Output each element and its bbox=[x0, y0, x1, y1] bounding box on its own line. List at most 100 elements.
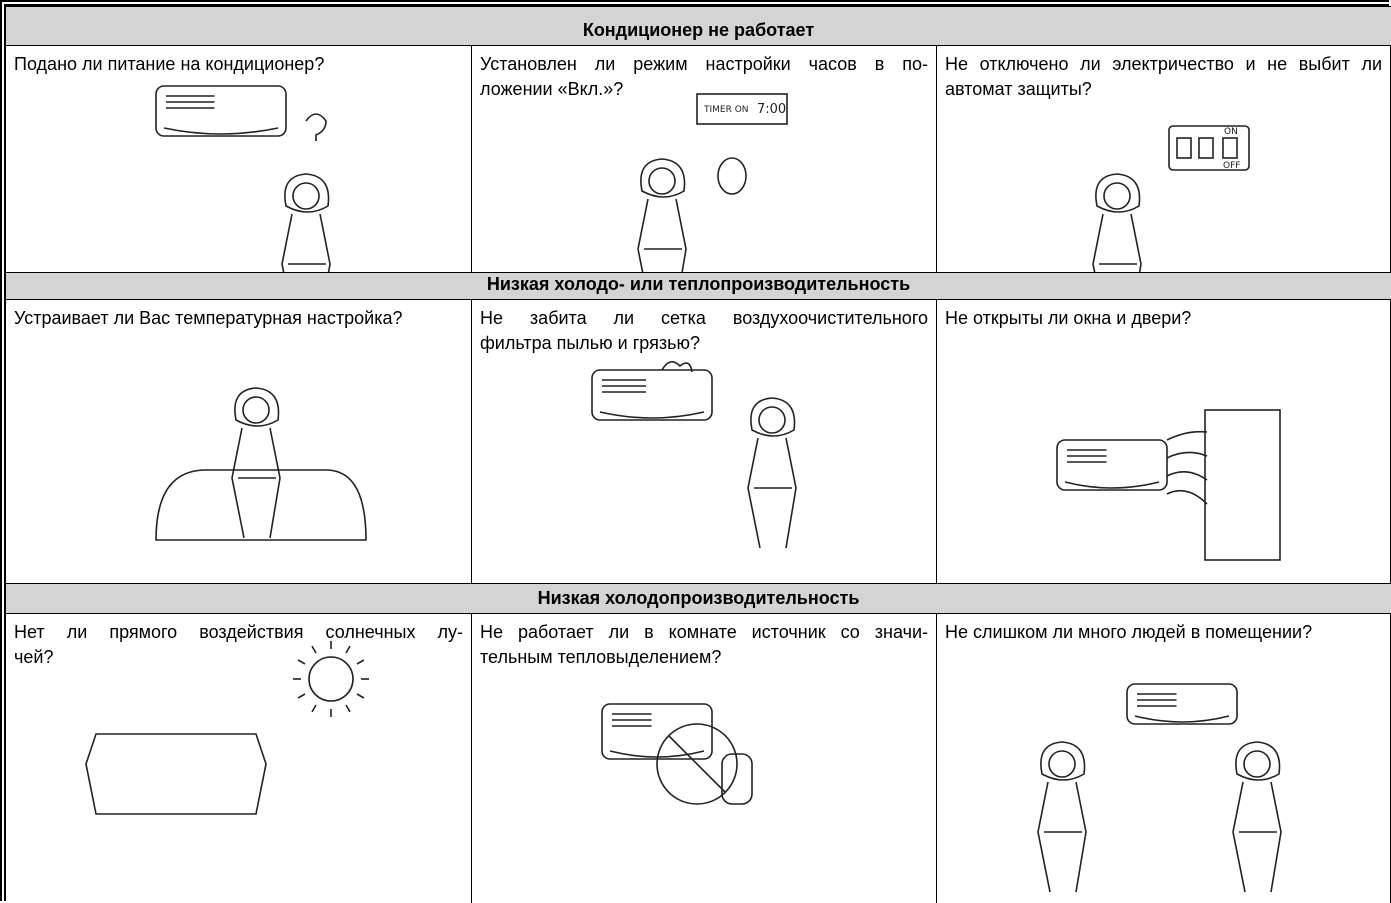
text-line: Не отключено ли электричество и не выбит… bbox=[945, 54, 1382, 74]
table-cell: Подано ли питание на кондиционер? bbox=[6, 46, 472, 272]
illustration bbox=[1037, 683, 1282, 893]
face bbox=[648, 167, 676, 195]
wind bbox=[1166, 430, 1208, 441]
ray bbox=[356, 659, 365, 665]
section-header: Кондиционер не работает bbox=[6, 6, 1391, 46]
switch-on: ON bbox=[1224, 127, 1238, 137]
illustration bbox=[155, 85, 331, 272]
section-header: Низкая холодо- или теплопроизводительнос… bbox=[6, 272, 1391, 300]
ac-vent bbox=[1134, 715, 1230, 723]
ray bbox=[356, 693, 365, 699]
ac-unit bbox=[155, 85, 287, 137]
cell-text: Не отключено ли электричество и не выбит… bbox=[945, 52, 1382, 102]
wind bbox=[1166, 489, 1208, 505]
face bbox=[1048, 750, 1076, 778]
sofa bbox=[155, 469, 367, 541]
face bbox=[1103, 182, 1131, 210]
ac-unit bbox=[1126, 683, 1238, 725]
text-line: автомат защиты? bbox=[945, 79, 1092, 99]
no-sign bbox=[668, 735, 726, 793]
ac-unit bbox=[591, 369, 713, 421]
hair bbox=[234, 387, 280, 427]
body bbox=[1092, 213, 1142, 272]
fan bbox=[717, 157, 747, 195]
switch bbox=[1176, 137, 1192, 159]
ray bbox=[345, 704, 351, 713]
body bbox=[747, 437, 797, 549]
switch-off: OFF bbox=[1223, 161, 1240, 171]
cell-text: Подано ли питание на кондиционер? bbox=[14, 52, 463, 77]
text-line: Устраивает ли Вас температурная настройк… bbox=[14, 308, 403, 328]
timer-display bbox=[696, 93, 788, 125]
text-line: Не работает ли в комнате источник со зна… bbox=[480, 622, 928, 642]
body bbox=[1232, 781, 1282, 893]
text-line: Не слишком ли много людей в помещении? bbox=[945, 622, 1313, 642]
text-line: тельным тепловыделением? bbox=[480, 647, 722, 667]
table-cell: Устраивает ли Вас температурная настройк… bbox=[6, 300, 472, 583]
text-line: чей? bbox=[14, 647, 54, 667]
switch-panel bbox=[1168, 125, 1250, 171]
text-line: Нет ли прямого воздействия солнечных лу- bbox=[14, 622, 463, 642]
body bbox=[1037, 781, 1087, 893]
table-cell: TIMER ON 7:00 Установлен ли режим настройк… bbox=[472, 46, 937, 272]
cell-text: Не слишком ли много людей в помещении? bbox=[945, 620, 1382, 645]
ac-vent bbox=[599, 411, 705, 419]
question bbox=[305, 113, 327, 141]
face bbox=[242, 396, 270, 424]
text-line: Не открыты ли окна и двери? bbox=[945, 308, 1192, 328]
switch bbox=[1222, 137, 1238, 159]
text-line: Не забита ли сетка воздухоочистительного bbox=[480, 308, 928, 328]
hair bbox=[640, 158, 686, 198]
body bbox=[281, 213, 331, 272]
ray bbox=[345, 645, 351, 654]
table-cell: ON OFF Не отключено ли электричество и не … bbox=[937, 46, 1391, 272]
table-cell: Не забита ли сетка воздухоочистительного… bbox=[472, 300, 937, 583]
cell-text: Не открыты ли окна и двери? bbox=[945, 306, 1382, 331]
hair bbox=[1235, 741, 1281, 781]
ray bbox=[297, 659, 306, 665]
ac-unit bbox=[85, 733, 267, 815]
no-sign bbox=[656, 723, 738, 805]
illustration: TIMER ON 7:00 bbox=[637, 93, 788, 272]
section-header: Низкая холодопроизводительность bbox=[6, 583, 1391, 614]
illustration bbox=[591, 361, 797, 549]
face bbox=[292, 182, 320, 210]
hair bbox=[1095, 173, 1141, 213]
wind bbox=[1166, 471, 1208, 481]
switch bbox=[1198, 137, 1214, 159]
ac-vent bbox=[1064, 481, 1160, 489]
table-cell: Не открыты ли окна и двери? bbox=[937, 300, 1391, 583]
illustration: ON OFF bbox=[1092, 125, 1250, 272]
ray bbox=[311, 704, 317, 713]
cell-text: Не работает ли в комнате источник со зна… bbox=[480, 620, 928, 670]
timer-time: 7:00 bbox=[757, 102, 786, 117]
cell-text: Нет ли прямого воздействия солнечных лу-… bbox=[14, 620, 463, 670]
table-cell: Не работает ли в комнате источник со зна… bbox=[472, 614, 937, 903]
heater bbox=[721, 753, 753, 805]
ac-vent bbox=[163, 127, 279, 135]
text-line: Подано ли питание на кондиционер? bbox=[14, 54, 325, 74]
timer-label: TIMER ON bbox=[703, 105, 749, 115]
hair bbox=[750, 397, 796, 437]
wind bbox=[1166, 451, 1208, 459]
text-line: фильтра пылью и грязью? bbox=[480, 333, 700, 353]
ac-unit bbox=[1056, 439, 1168, 491]
table-cell: Нет ли прямого воздействия солнечных лу-… bbox=[6, 614, 472, 903]
face bbox=[758, 406, 786, 434]
cell-text: Устраивает ли Вас температурная настройк… bbox=[14, 306, 463, 331]
dust bbox=[661, 361, 693, 373]
table-cell: Не слишком ли много людей в помещении? bbox=[937, 614, 1391, 903]
hair bbox=[1040, 741, 1086, 781]
ray bbox=[297, 693, 306, 699]
cell-text: Установлен ли режим настройки часов в по… bbox=[480, 52, 928, 102]
ac-unit bbox=[601, 703, 713, 760]
body bbox=[231, 427, 281, 539]
illustration bbox=[1056, 409, 1281, 561]
text-line: ложении «Вкл.»? bbox=[480, 79, 624, 99]
ray bbox=[311, 645, 317, 654]
door bbox=[1204, 409, 1281, 561]
illustration bbox=[85, 641, 369, 815]
illustration bbox=[601, 703, 753, 805]
